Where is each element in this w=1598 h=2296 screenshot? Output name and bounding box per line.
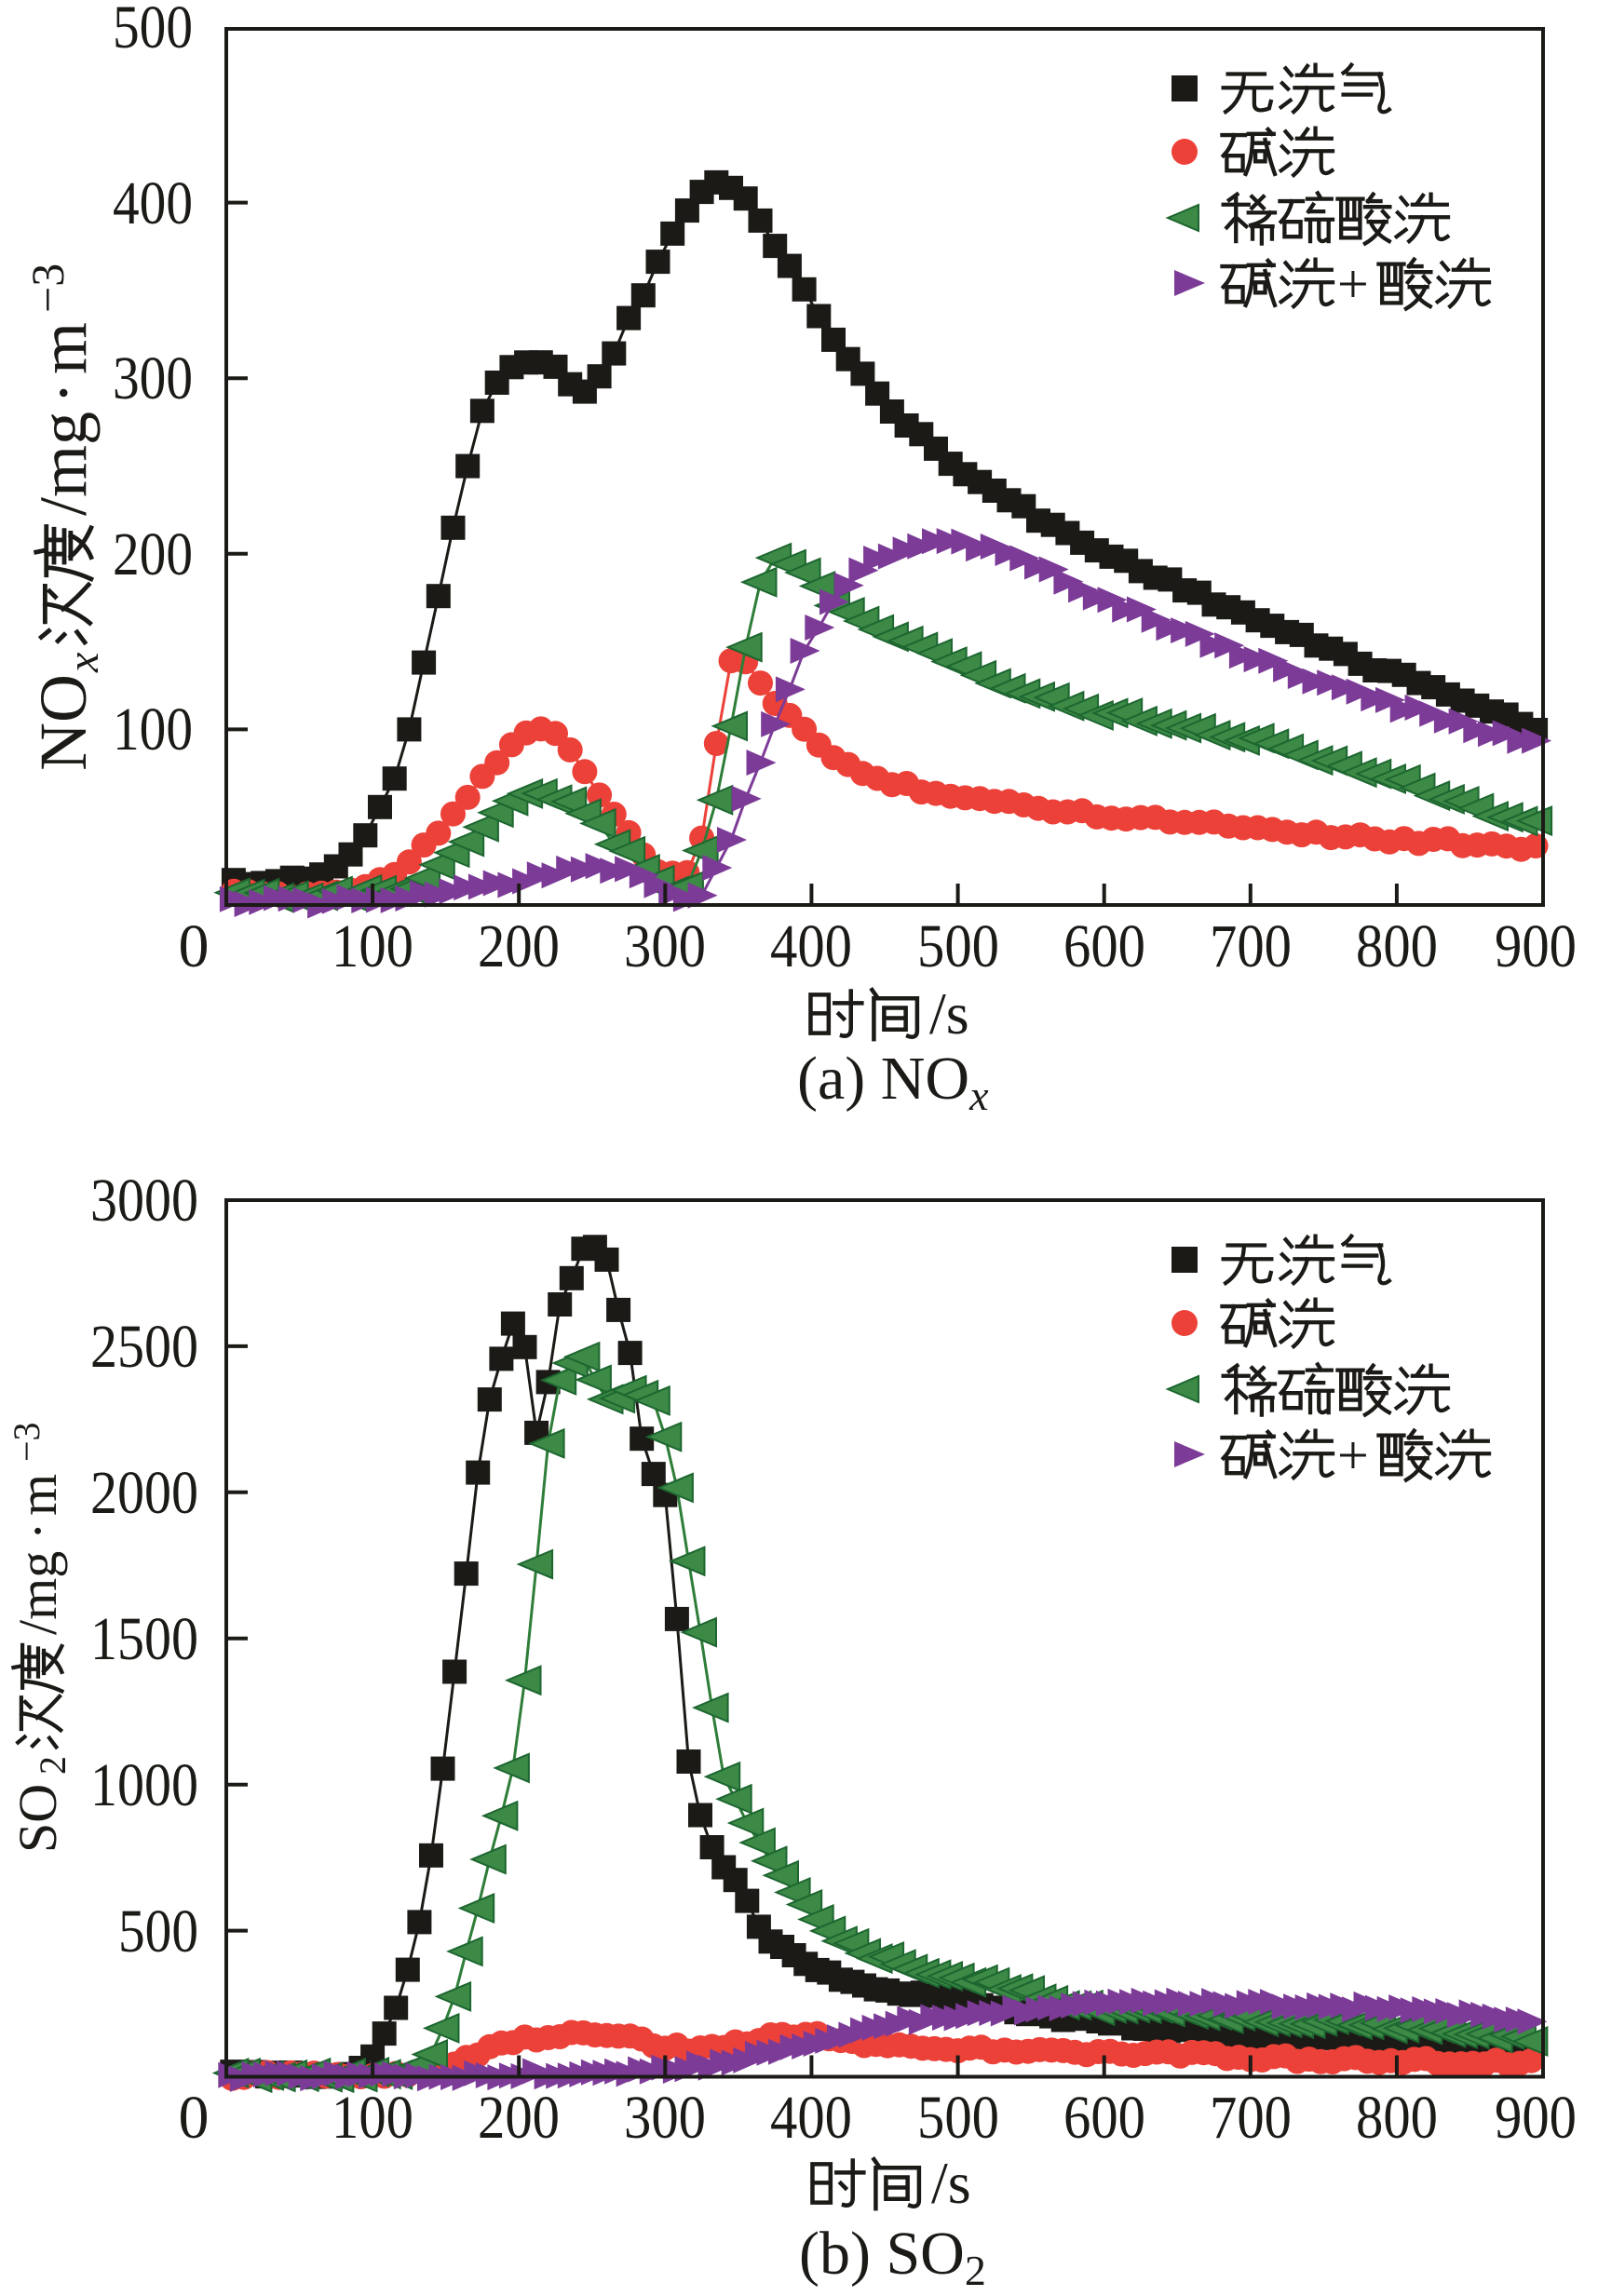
svg-text:·: · — [7, 1522, 68, 1540]
svg-text:+: + — [1337, 253, 1369, 315]
svg-text:100: 100 — [332, 912, 413, 980]
svg-text:NO: NO — [26, 674, 101, 771]
svg-text:900: 900 — [1495, 2084, 1577, 2152]
svg-text:500: 500 — [917, 2084, 999, 2152]
svg-text:2: 2 — [32, 1756, 74, 1775]
svg-text:900: 900 — [1495, 912, 1577, 980]
svg-text:400: 400 — [770, 912, 852, 980]
svg-text:0: 0 — [179, 2084, 210, 2152]
svg-text:/s: /s — [931, 2150, 971, 2216]
svg-text:x: x — [59, 653, 108, 673]
svg-text:(a) NOx: (a) NOx — [797, 1045, 989, 1119]
svg-text:200: 200 — [478, 912, 560, 980]
svg-text:−3: −3 — [6, 1422, 47, 1462]
svg-text:700: 700 — [1210, 912, 1292, 980]
svg-text:1000: 1000 — [90, 1751, 198, 1819]
svg-text:−3: −3 — [21, 263, 74, 313]
svg-text:1500: 1500 — [90, 1605, 198, 1673]
svg-text:/s: /s — [929, 980, 969, 1047]
svg-text:500: 500 — [917, 912, 999, 980]
svg-text:2500: 2500 — [90, 1313, 198, 1381]
svg-text:200: 200 — [478, 2084, 560, 2152]
svg-text:+: + — [1337, 1425, 1369, 1486]
svg-text:100: 100 — [113, 696, 193, 763]
svg-text:500: 500 — [113, 0, 193, 61]
svg-text:400: 400 — [113, 169, 193, 237]
svg-text:3000: 3000 — [90, 1167, 198, 1235]
svg-text:400: 400 — [770, 2084, 852, 2152]
svg-text:(b) SO2: (b) SO2 — [799, 2220, 986, 2294]
svg-text:800: 800 — [1356, 912, 1438, 980]
svg-text:2000: 2000 — [90, 1459, 198, 1527]
svg-text:/mg: /mg — [26, 412, 101, 516]
svg-text:300: 300 — [113, 344, 193, 412]
svg-text:700: 700 — [1210, 2084, 1292, 2152]
svg-text:300: 300 — [624, 912, 706, 980]
svg-text:500: 500 — [118, 1898, 198, 1965]
svg-text:0: 0 — [179, 912, 210, 980]
svg-text:SO: SO — [7, 1784, 68, 1853]
svg-text:100: 100 — [332, 2084, 413, 2152]
svg-text:600: 600 — [1063, 2084, 1145, 2152]
svg-text:800: 800 — [1356, 2084, 1438, 2152]
svg-text:m: m — [26, 322, 101, 374]
svg-text:200: 200 — [113, 520, 193, 588]
svg-text:·: · — [26, 382, 101, 404]
svg-text:m: m — [7, 1474, 68, 1516]
svg-text:600: 600 — [1063, 912, 1145, 980]
svg-text:300: 300 — [624, 2084, 706, 2152]
svg-text:/mg: /mg — [7, 1551, 68, 1635]
